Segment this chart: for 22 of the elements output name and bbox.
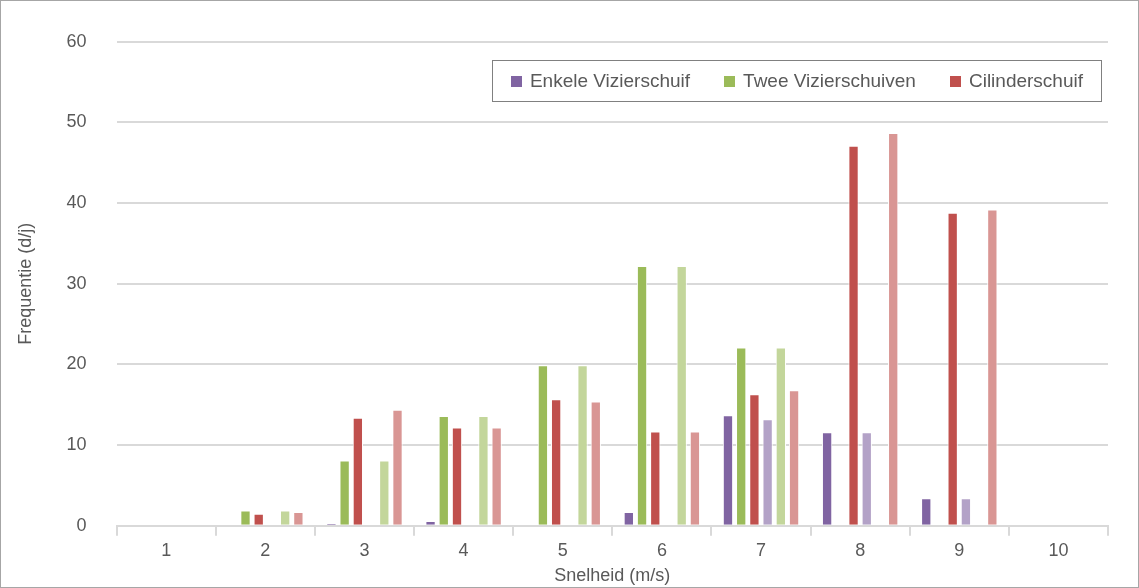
legend-label: Twee Vizierschuiven — [742, 69, 916, 92]
y-tick-label: 60 — [66, 30, 87, 51]
x-tick-label: 1 — [161, 539, 172, 560]
x-tick-label: 6 — [656, 539, 667, 560]
x-tick-label: 7 — [756, 539, 767, 560]
x-tick-label: 5 — [557, 539, 568, 560]
x-tick-label: 3 — [359, 539, 370, 560]
y-tick-label: 20 — [66, 353, 87, 374]
legend-label: Enkele Vizierschuif — [528, 69, 691, 92]
x-tick-label: 2 — [260, 539, 271, 560]
y-tick-label: 50 — [66, 111, 87, 132]
legend-label: Cilinderschuif — [967, 69, 1083, 92]
y-tick-label: 30 — [66, 272, 87, 293]
x-tick-label: 8 — [855, 539, 866, 560]
y-tick-label: 10 — [66, 434, 87, 455]
x-axis-title: Snelheid (m/s) — [554, 565, 671, 586]
x-tick-label: 10 — [1048, 539, 1069, 560]
y-tick-label: 40 — [66, 192, 87, 213]
y-tick-label: 0 — [76, 514, 87, 535]
x-tick-label: 4 — [458, 539, 469, 560]
x-tick-label: 9 — [954, 539, 965, 560]
y-axis-title: Frequentie (d/j) — [14, 222, 35, 345]
